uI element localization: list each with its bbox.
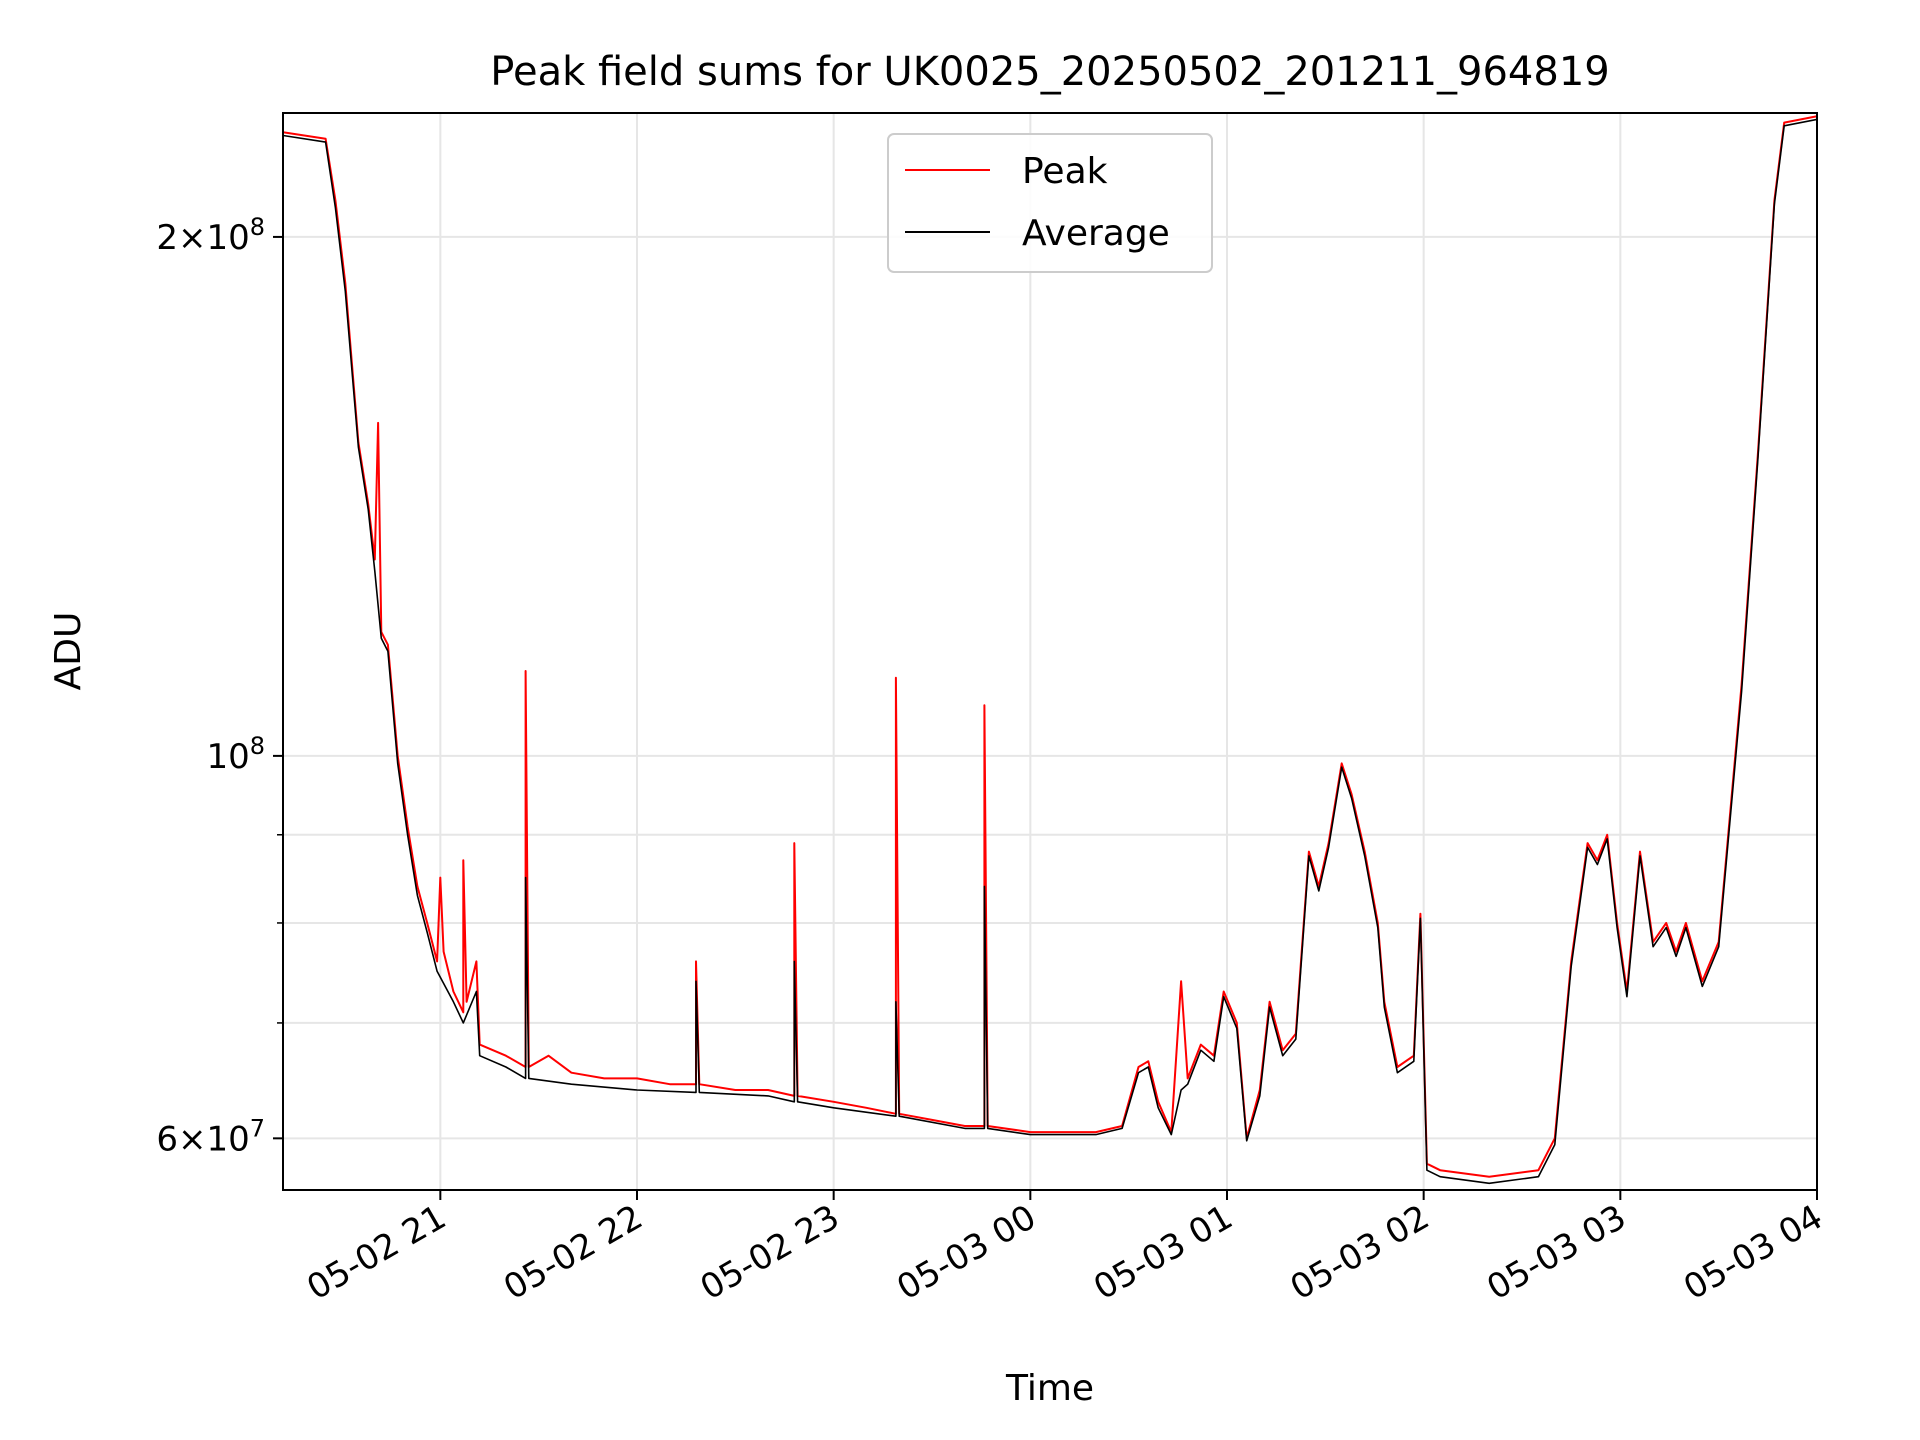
x-axis-label: Time <box>1005 1368 1094 1409</box>
series-line-average <box>283 118 1817 1185</box>
legend-box <box>887 133 1213 273</box>
y-tick-label: 6×107 <box>156 1114 265 1159</box>
legend-label-peak: Peak <box>1022 151 1108 192</box>
y-axis-label: ADU <box>48 612 89 691</box>
chart-title: Peak field sums for UK0025_20250502_2012… <box>490 49 1609 95</box>
y-tick-label: 2×108 <box>156 213 265 258</box>
plot-frame <box>282 112 1818 1191</box>
legend-label-average: Average <box>1022 213 1170 254</box>
series-layer <box>283 115 1817 1185</box>
legend: Peak Average <box>887 133 1213 273</box>
y-tick-label: 108 <box>206 732 265 777</box>
y-axis: 6×107 108 2×108 <box>156 213 283 1159</box>
